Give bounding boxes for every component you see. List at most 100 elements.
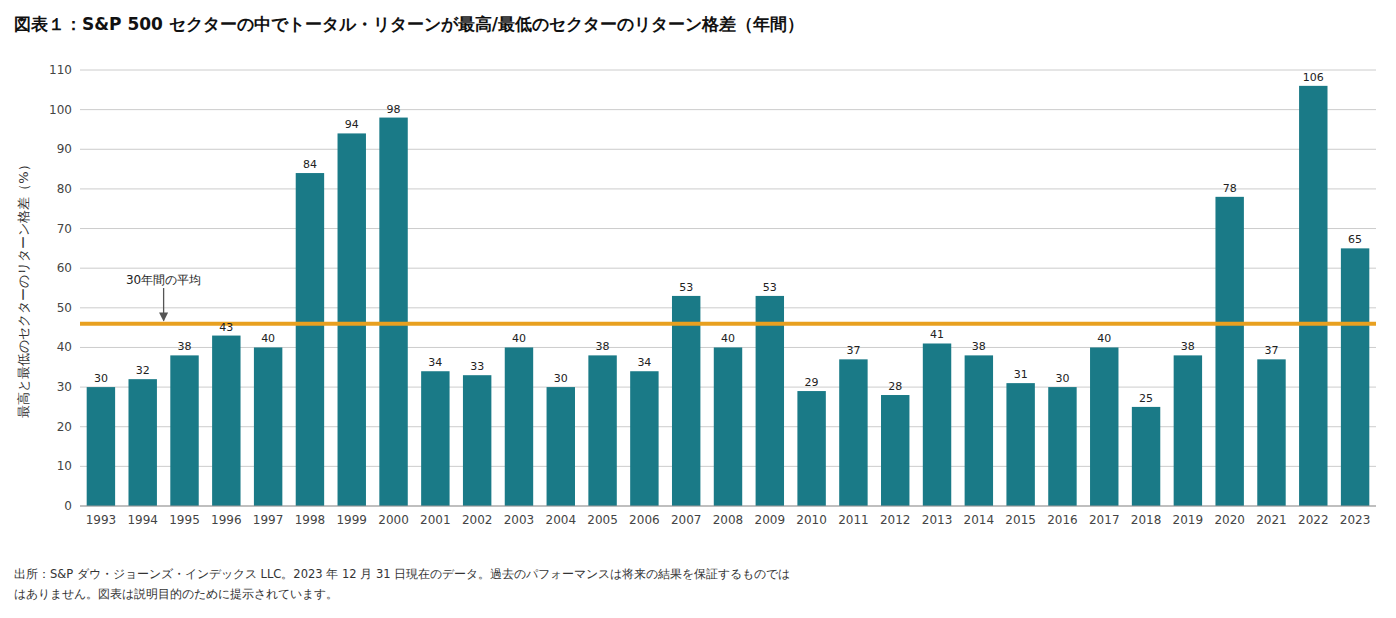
y-tick-label: 0 [64, 499, 72, 513]
bar [254, 347, 282, 506]
average-group [80, 323, 1376, 324]
bar [296, 173, 324, 506]
grid [80, 70, 1376, 506]
annotation-arrow [163, 288, 164, 321]
bar [338, 133, 366, 506]
data-label: 106 [1303, 71, 1324, 84]
x-tick-label: 1999 [336, 513, 367, 527]
data-label: 43 [219, 321, 233, 334]
x-tick-label: 2016 [1047, 513, 1078, 527]
x-tick-label: 2001 [420, 513, 451, 527]
data-label: 31 [1014, 368, 1028, 381]
grid-line [80, 188, 1376, 189]
x-tick-label: 2004 [546, 513, 577, 527]
bar [1006, 383, 1034, 506]
grid-line [80, 268, 1376, 269]
bar [1257, 359, 1285, 506]
x-tick-label: 2020 [1214, 513, 1245, 527]
x-tick-label: 2018 [1131, 513, 1162, 527]
x-tick-label: 2019 [1173, 513, 1204, 527]
bar [1174, 355, 1202, 506]
title: 図表１：S&P 500 セクターの中でトータル・リターンが最高/最低のセクターの… [14, 14, 804, 34]
average-line [80, 322, 1376, 326]
x-tick-label: 1998 [295, 513, 326, 527]
data-label: 29 [805, 376, 819, 389]
x-tick-label: 2021 [1256, 513, 1287, 527]
bar [1215, 197, 1243, 506]
data-label: 98 [387, 103, 401, 116]
x-axis-line [80, 506, 1376, 507]
x-tick-label: 2002 [462, 513, 493, 527]
x-tick-label: 2012 [880, 513, 911, 527]
x-tick-label: 1993 [86, 513, 117, 527]
x-tick-label: 2013 [922, 513, 953, 527]
data-label: 38 [972, 340, 986, 353]
bar [923, 343, 951, 506]
y-tick-label: 60 [57, 261, 72, 275]
grid-line [80, 70, 1376, 71]
data-label: 40 [721, 332, 735, 345]
data-label: 40 [261, 332, 275, 345]
grid-line [80, 109, 1376, 110]
y-tick-label: 80 [57, 182, 72, 196]
bar [1048, 387, 1076, 506]
data-label: 30 [94, 372, 108, 385]
x-tick-label: 2011 [838, 513, 869, 527]
data-label: 53 [763, 281, 777, 294]
bar [547, 387, 575, 506]
y-tick-label: 30 [57, 380, 72, 394]
y-axis-label: 最高と最低のセクターのリターン格差（%） [16, 158, 31, 417]
y-tick-label: 110 [49, 63, 72, 77]
grid-line [80, 149, 1376, 150]
bar [1090, 347, 1118, 506]
x-tick-label: 2015 [1005, 513, 1036, 527]
x-tick-label: 2008 [713, 513, 744, 527]
bar [1341, 248, 1369, 506]
x-tick-label: 1997 [253, 513, 284, 527]
data-label: 38 [178, 340, 192, 353]
x-tick-label: 2017 [1089, 513, 1120, 527]
bar [421, 371, 449, 506]
data-label: 30 [554, 372, 568, 385]
y-tick-label: 90 [57, 142, 72, 156]
data-label: 30 [1055, 372, 1069, 385]
y-tick-label: 70 [57, 222, 72, 236]
y-tick-label: 50 [57, 301, 72, 315]
grid-line [80, 307, 1376, 308]
annotation: 30年間の平均 [126, 273, 201, 287]
bar [1132, 407, 1160, 506]
bar [881, 395, 909, 506]
x-tick-label: 2009 [755, 513, 786, 527]
bar [756, 296, 784, 506]
data-label: 37 [846, 344, 860, 357]
bar [797, 391, 825, 506]
bar [87, 387, 115, 506]
x-tick-label: 2006 [629, 513, 660, 527]
x-tick-label: 1996 [211, 513, 242, 527]
x-tick-label: 2007 [671, 513, 702, 527]
y-tick-label: 40 [57, 340, 72, 354]
data-label: 38 [1181, 340, 1195, 353]
x-tick-label: 2005 [587, 513, 618, 527]
data-label: 40 [512, 332, 526, 345]
data-label: 32 [136, 364, 150, 377]
bar [128, 379, 156, 506]
data-label: 40 [1097, 332, 1111, 345]
grid-line [80, 506, 1376, 507]
source-note: はありません。図表は説明目的のために提示されています。 [14, 587, 338, 601]
data-label: 25 [1139, 392, 1153, 405]
x-tick-label: 2010 [796, 513, 827, 527]
data-label: 37 [1264, 344, 1278, 357]
x-tick-label: 2023 [1340, 513, 1371, 527]
chart-container: 図表１：S&P 500 セクターの中でトータル・リターンが最高/最低のセクターの… [0, 0, 1396, 618]
bar [463, 375, 491, 506]
bar [170, 355, 198, 506]
bar [965, 355, 993, 506]
data-label: 78 [1223, 182, 1237, 195]
data-label: 41 [930, 328, 944, 341]
data-label: 65 [1348, 233, 1362, 246]
data-label: 34 [428, 356, 442, 369]
y-tick-label: 20 [57, 420, 72, 434]
bar [630, 371, 658, 506]
bar [505, 347, 533, 506]
